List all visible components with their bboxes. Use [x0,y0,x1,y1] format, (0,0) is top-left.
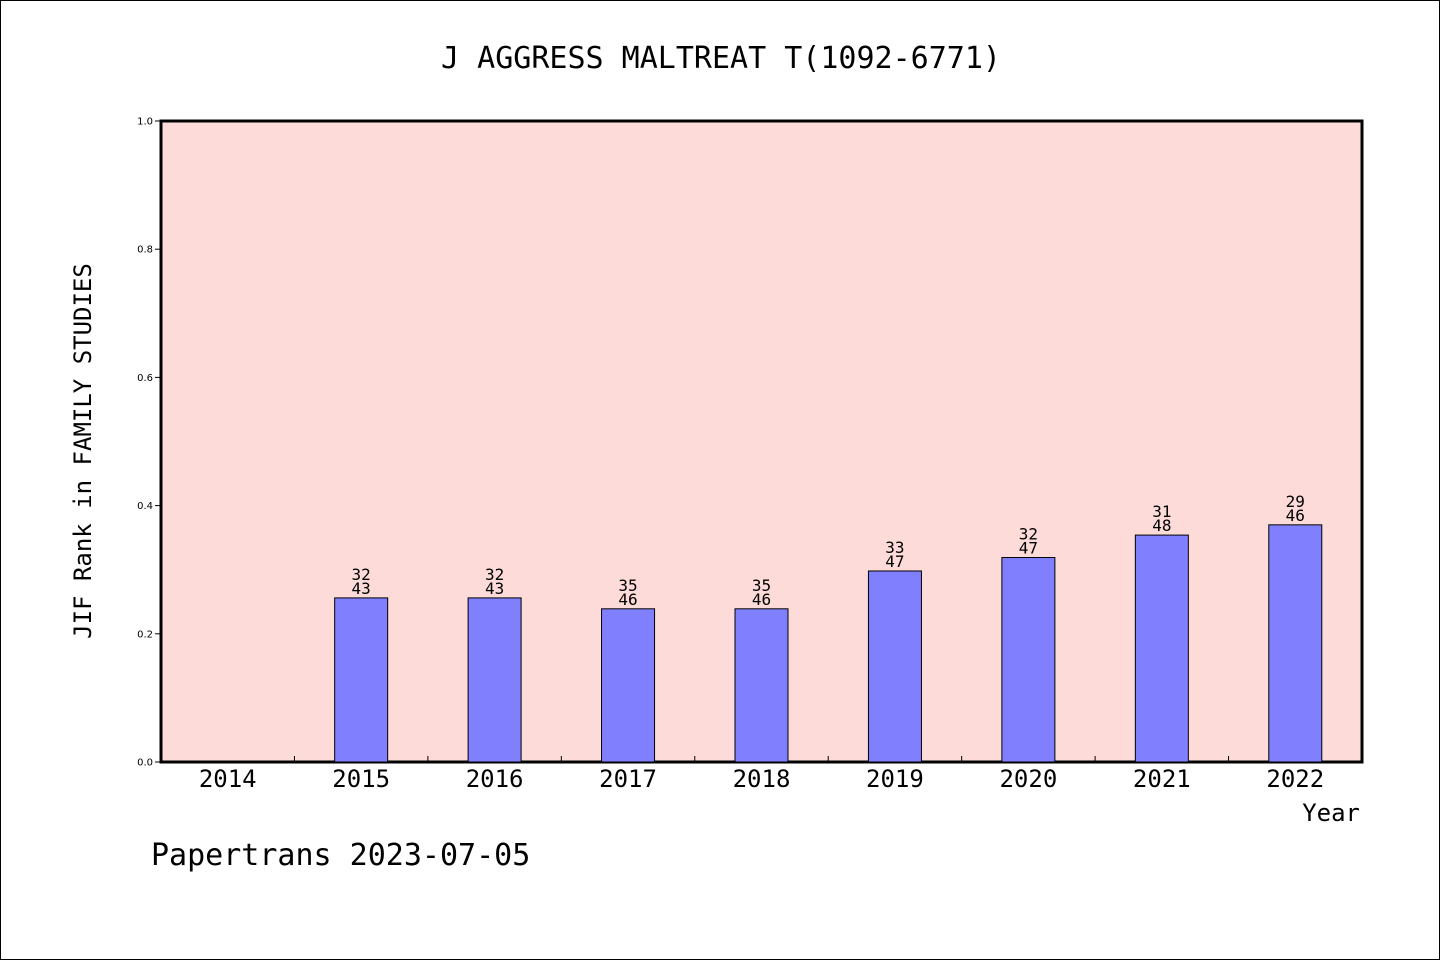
bar-rank-label: 35 [752,576,771,595]
bar-2015 [334,597,389,763]
bar-2022 [1268,524,1323,763]
x-tick-label: 2015 [332,765,390,793]
x-tick-label: 2017 [599,765,657,793]
x-axis: 2014 2015 2016 2017 2018 2019 2020 2021 2022 [199,756,1324,793]
x-tick-label: 2014 [199,765,257,793]
x-tick-label: 2022 [1266,765,1324,793]
bar-rank-label: 32 [485,565,504,584]
bar-rank-label: 29 [1286,492,1305,511]
bar-total-label: 43 [485,579,504,598]
footer-text: Papertrans 2023-07-05 [151,838,530,873]
bar-2017 [601,608,656,763]
bar-total-label: 47 [1019,539,1038,558]
bar-2021 [1134,534,1189,763]
x-tick-label: 2021 [1133,765,1191,793]
y-axis-label: JIF Rank in FAMILY STUDIES [69,263,97,639]
bar-total-label: 48 [1152,516,1171,535]
bar-total-label: 46 [618,590,637,609]
y-tick-label: 0.8 [137,245,153,256]
bar-2019 [867,570,922,763]
x-tick-label: 2016 [466,765,524,793]
y-tick-label: 0.0 [137,758,153,769]
bar-total-label: 47 [885,552,904,571]
x-tick-label: 2018 [733,765,791,793]
bar-series [334,524,1323,763]
x-axis-label: Year [1302,799,1360,827]
bar-rank-label: 35 [618,576,637,595]
x-tick-label: 2019 [866,765,924,793]
y-axis: 0.0 0.2 0.4 0.6 0.8 1.0 [137,117,161,769]
bar-rank-label: 31 [1152,502,1171,521]
x-tick-label: 2020 [999,765,1057,793]
bar-rank-label: 32 [1019,525,1038,544]
y-tick-label: 0.6 [137,373,153,384]
chart-title: J AGGRESS MALTREAT T(1092-6771) [441,41,1001,76]
bar-total-label: 43 [352,579,371,598]
bar-total-label: 46 [1286,506,1305,525]
bar-rank-label: 33 [885,538,904,557]
y-tick-label: 1.0 [137,117,153,128]
y-tick-label: 0.4 [137,501,153,512]
bar-rank-label: 32 [352,565,371,584]
bar-2018 [734,608,789,763]
bar-total-label: 46 [752,590,771,609]
y-tick-label: 0.2 [137,629,153,640]
bar-2016 [467,597,522,763]
bar-2020 [1001,557,1056,763]
